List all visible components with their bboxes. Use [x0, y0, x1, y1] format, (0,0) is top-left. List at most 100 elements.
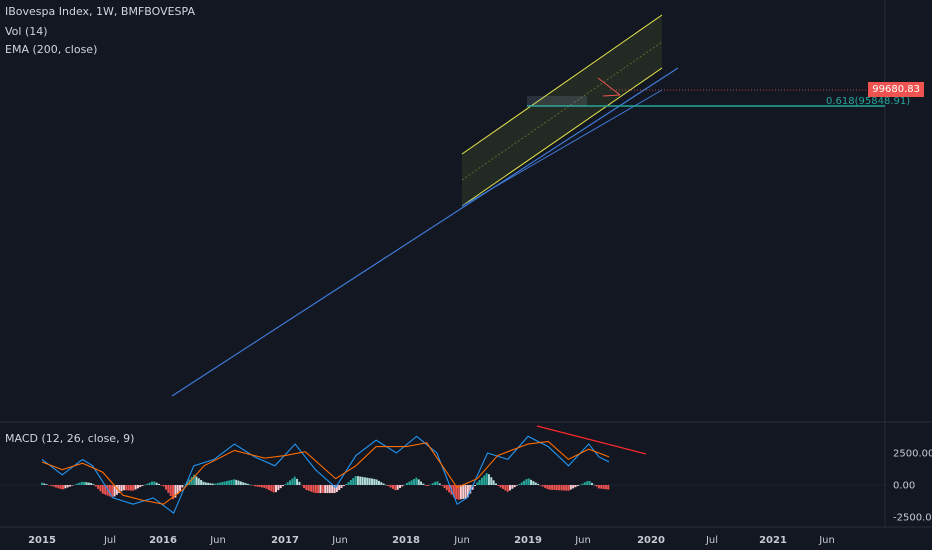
macd-hist-bar — [162, 485, 165, 487]
macd-hist-bar — [595, 485, 598, 487]
macd-divergence-line[interactable] — [536, 425, 647, 455]
macd-hist-bar — [125, 485, 128, 491]
macd-hist-bar — [232, 479, 235, 485]
macd-hist-bar — [490, 477, 493, 485]
macd-hist-bar — [244, 483, 247, 485]
macd-hist-bar — [504, 485, 507, 491]
macd-hist-bar — [193, 474, 196, 485]
macd-hist-bar — [52, 485, 55, 487]
signal-line[interactable] — [41, 440, 610, 505]
channel-fill — [462, 15, 662, 206]
time-tick-label: Jun — [209, 535, 226, 546]
macd-hist-bar — [314, 485, 317, 494]
macd-hist-bar — [544, 485, 547, 488]
macd-hist-bar — [455, 485, 458, 500]
time-tick-label: 2015 — [28, 535, 56, 546]
macd-hist-bar — [389, 485, 392, 488]
macd-hist-bar — [518, 483, 521, 485]
macd-hist-bar — [403, 484, 406, 486]
macd-hist-bar — [478, 479, 481, 485]
macd-hist-bar — [134, 485, 137, 490]
macd-tick-label: 0.00 — [893, 481, 915, 492]
macd-hist-bar — [73, 484, 76, 486]
macd-hist-bar — [99, 485, 102, 492]
macd-hist-bar — [602, 485, 605, 489]
macd-hist-bar — [431, 483, 434, 485]
macd-hist-bar — [321, 485, 324, 494]
macd-hist-bar — [516, 485, 519, 486]
macd-hist-bar — [396, 485, 399, 490]
macd-hist-bar — [197, 478, 200, 485]
macd-hist-bar — [158, 483, 160, 485]
macd-tick-label: -2500.00 — [893, 513, 932, 524]
macd-hist-bar — [80, 481, 83, 485]
channel-upper-line[interactable] — [461, 14, 663, 155]
channel-lower-line[interactable] — [461, 67, 663, 207]
short-trendline[interactable] — [461, 89, 663, 207]
macd-hist-bar — [359, 476, 362, 485]
macd-hist-bar — [331, 485, 334, 494]
macd-hist-bar — [366, 477, 369, 485]
macd-hist-bar — [66, 485, 69, 488]
macd-hist-bar — [246, 483, 249, 485]
macd-hist-bar — [392, 485, 394, 489]
macd-hist-bar — [242, 482, 245, 485]
macd-hist-bar — [108, 485, 111, 497]
macd-hist-bar — [291, 478, 294, 485]
macd-hist-bar — [581, 483, 584, 485]
wedge-bottom-line[interactable] — [602, 94, 621, 97]
macd-hist-bar — [576, 485, 579, 486]
macd-hist-bar — [565, 485, 568, 491]
macd-hist-bar — [181, 485, 184, 488]
macd-hist-bar — [471, 485, 474, 490]
time-tick-label: Jun — [818, 535, 835, 546]
macd-hist-bar — [452, 485, 455, 497]
macd-hist-bar — [223, 481, 226, 485]
macd-hist-bar — [57, 485, 60, 489]
macd-hist-bar — [527, 478, 530, 485]
macd-hist-bar — [534, 482, 537, 485]
macd-hist-bar — [92, 484, 95, 485]
macd-hist-bar — [211, 483, 214, 485]
macd-hist-bar — [97, 485, 100, 489]
macd-hist-bar — [513, 485, 516, 488]
macd-hist-bar — [165, 485, 168, 490]
macd-hist-bar — [406, 482, 409, 485]
macd-line[interactable] — [41, 435, 610, 515]
macd-hist-bar — [422, 483, 425, 485]
macd-hist-bar — [289, 480, 292, 485]
macd-hist-bar — [277, 485, 280, 491]
macd-hist-bar — [324, 485, 327, 494]
vol-legend[interactable]: Vol (14) — [5, 25, 48, 38]
macd-hist-bar — [480, 477, 483, 485]
macd-hist-bar — [539, 485, 542, 486]
macd-hist-bar — [113, 485, 116, 497]
macd-hist-bar — [267, 485, 270, 491]
macd-hist-bar — [382, 483, 385, 485]
macd-hist-bar — [457, 485, 460, 500]
macd-hist-bar — [459, 485, 462, 500]
macd-hist-bar — [464, 485, 467, 499]
time-tick-label: 2016 — [149, 535, 177, 546]
macd-hist-bar — [342, 485, 345, 487]
time-tick-label: 2021 — [759, 535, 787, 546]
macd-hist-bar — [155, 482, 158, 485]
ema-legend[interactable]: EMA (200, close) — [5, 43, 98, 56]
macd-hist-bar — [370, 478, 373, 485]
macd-hist-bar — [562, 485, 565, 491]
macd-hist-bar — [441, 485, 444, 486]
macd-hist-bar — [282, 485, 285, 487]
time-tick-label: Jun — [574, 535, 591, 546]
macd-hist-bar — [569, 485, 572, 490]
macd-hist-bar — [375, 479, 378, 485]
macd-hist-bar — [122, 485, 125, 491]
long-trendline[interactable] — [171, 67, 679, 397]
macd-hist-bar — [413, 478, 416, 485]
macd-hist-bar — [55, 485, 58, 488]
macd-hist-bar — [221, 482, 224, 485]
wedge-top-line[interactable] — [597, 77, 621, 96]
macd-hist-bar — [41, 482, 43, 485]
macd-legend[interactable]: MACD (12, 26, close, 9) — [5, 432, 135, 445]
macd-hist-bar — [497, 485, 500, 486]
